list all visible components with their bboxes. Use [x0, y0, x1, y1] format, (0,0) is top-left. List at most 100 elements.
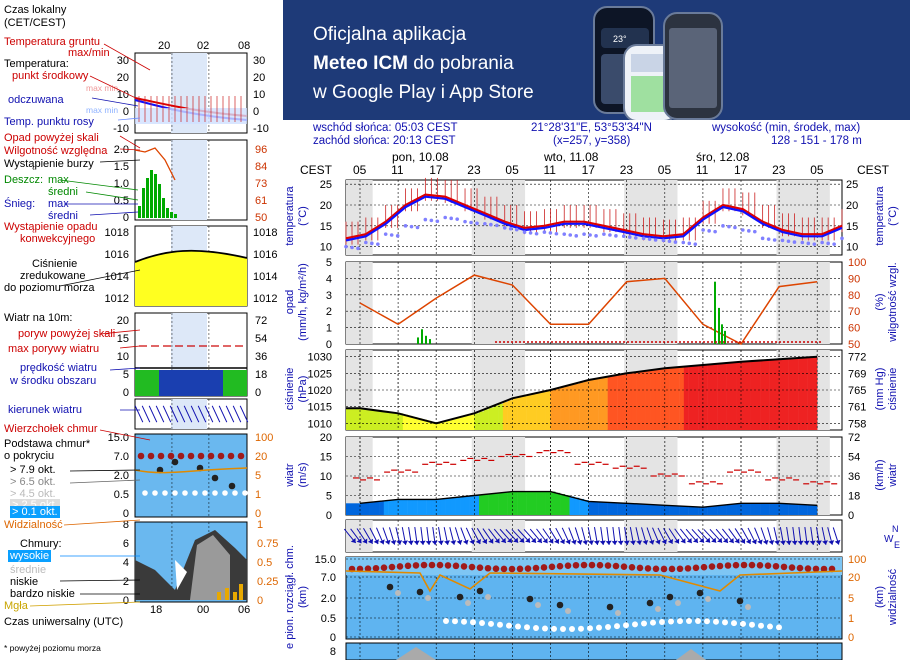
wind-speed-fill	[460, 496, 466, 515]
cloud-base-tick: 15.0	[315, 554, 336, 566]
pressure-fill	[374, 410, 380, 430]
wind-arrow-head	[462, 539, 469, 545]
temp-tick-right: 10	[846, 242, 858, 254]
dew-point-dot	[376, 242, 380, 246]
dew-point-dot	[435, 219, 440, 224]
banner-line-1: Oficjalna aplikacja	[313, 24, 467, 45]
precip-baseline-dot	[507, 341, 509, 343]
banner-line-3: w Google Play i App Store	[313, 82, 534, 103]
cloud-base-dot	[604, 562, 612, 569]
wind-arrow-head	[797, 540, 804, 545]
wind-arrow-icon	[343, 528, 357, 544]
wind-kmh-tick: 54	[848, 452, 860, 464]
wind-kmh-tick: 36	[848, 471, 860, 483]
precip-baseline-dot	[811, 341, 813, 343]
wind-speed-fill	[555, 492, 561, 515]
dew-point-dot	[701, 228, 705, 232]
wind-arrow-icon	[821, 527, 828, 545]
wind-speed-fill	[550, 491, 556, 515]
dew-point-dot	[800, 240, 805, 245]
wind-arrow-icon	[488, 528, 500, 544]
wind-arrow-icon	[703, 529, 717, 543]
compass-e: E	[894, 540, 900, 550]
legend-midpoint: punkt środkowy	[12, 70, 89, 82]
wind-speed-fill	[750, 503, 756, 515]
temp-tick-right: 25	[846, 179, 858, 191]
precip-baseline-dot	[615, 341, 617, 343]
cloud-base-dot-white	[533, 624, 539, 631]
pressure-fill	[812, 357, 818, 430]
app-promo-banner[interactable]: Oficjalna aplikacja Meteo ICM do pobrani…	[283, 0, 910, 120]
wind-arrow-icon	[734, 528, 746, 544]
wind-speed-fill	[431, 499, 437, 515]
wind-arrow-head	[554, 538, 560, 544]
pressure-fill	[531, 394, 537, 430]
legend-clouds: Chmury:	[20, 538, 62, 550]
temperature-axis-label-line: (°C)	[297, 206, 309, 226]
wind-arrow-head	[692, 537, 698, 543]
pressure-fill	[455, 418, 461, 430]
wind-arrow-icon	[425, 527, 432, 545]
wind-arrow-icon	[542, 528, 554, 544]
night-shade	[624, 180, 678, 255]
wind-arrow-head	[751, 539, 757, 545]
wind-arrow-icon	[454, 527, 463, 545]
precip-baseline-dot	[559, 341, 561, 343]
day-label-3: śro, 12.08	[696, 150, 750, 164]
wind-arrow-icon	[587, 527, 594, 545]
rain-bar	[429, 339, 431, 344]
pressure-mmhg-axis-label-line: (mm Hg)	[874, 367, 886, 411]
hour-label: 17	[734, 163, 748, 177]
pressure-fill	[669, 367, 675, 430]
dew-point-dot	[429, 218, 434, 223]
wind-arrow-head	[762, 539, 769, 545]
hour-label: 05	[353, 163, 367, 177]
elevation-value: 128 - 151 - 178 m	[771, 135, 862, 147]
wind-arrow-head	[456, 539, 463, 545]
elevation-label: wysokość (min, środek, max)	[712, 122, 861, 134]
cloud-base-dot	[548, 563, 556, 571]
cloud-base-dot	[700, 563, 708, 571]
wind-arrow-head	[559, 538, 566, 544]
pressure-fill	[560, 387, 566, 430]
wind-arrow-icon	[747, 527, 757, 545]
wind-arrow-head	[407, 540, 414, 545]
wind-arrow-head	[373, 539, 379, 545]
cloud-base-dot-white	[488, 620, 494, 627]
wind-speed-fill	[636, 503, 642, 515]
cloud-base-dot	[532, 564, 540, 572]
wind-tick: 10	[320, 471, 332, 483]
wind-speed-fill	[464, 496, 470, 515]
wind-speed-fill	[726, 504, 732, 515]
wind-arrow-icon	[652, 527, 661, 545]
wind-speed-fill	[655, 504, 661, 515]
precip-baseline-dot	[563, 341, 565, 343]
wind-arrow-head	[542, 538, 548, 544]
precip-baseline-dot	[635, 341, 637, 343]
pressure-fill	[569, 385, 575, 430]
precip-baseline-dot	[575, 341, 577, 343]
wind-speed-fill	[626, 503, 632, 515]
legend-hour-02: 02	[197, 40, 210, 52]
wind-speed-fill	[698, 506, 704, 515]
wind-speed-fill	[631, 503, 637, 515]
wind-arrow-icon	[779, 527, 786, 545]
precip-baseline-dot	[819, 341, 821, 343]
cloud-base-dot	[724, 562, 732, 569]
pressure-fill	[764, 360, 770, 430]
wind-arrow-icon	[523, 528, 537, 544]
wind-arrow-head	[809, 540, 816, 545]
pressure-fill	[736, 362, 742, 430]
humidity-tick: 90	[848, 273, 860, 285]
wind-arrow-head	[661, 539, 667, 545]
wind-speed-fill	[346, 503, 360, 515]
wind-speed-fill	[426, 499, 432, 515]
cloud-base-dot	[692, 564, 700, 572]
wind-speed-fill	[660, 505, 666, 515]
precip-baseline-dot	[711, 341, 713, 343]
wind-arrow-head	[379, 539, 385, 545]
compass-n: N	[892, 524, 899, 534]
precip-baseline-dot	[763, 341, 765, 343]
wind-arrow-head	[774, 540, 781, 545]
rain-bar	[718, 307, 720, 344]
